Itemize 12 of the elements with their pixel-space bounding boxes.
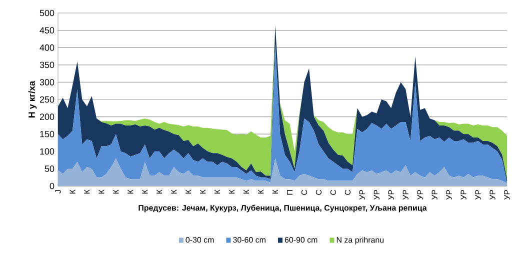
y-tick-label: 150 [40, 130, 54, 138]
y-tick-label: 450 [40, 27, 54, 34]
y-tick-label: 300 [40, 79, 54, 86]
y-tick-label: 0 [50, 182, 54, 190]
y-tick-label: 500 [40, 10, 54, 16]
y-tick-label: 400 [40, 44, 54, 51]
y-tick-label: 50 [44, 166, 54, 172]
y-axis-title: Н у кг/ха [28, 80, 37, 118]
y-tick-label: 250 [40, 96, 54, 103]
y-tick-label: 200 [40, 114, 54, 120]
y-tick-label: 350 [40, 62, 54, 68]
y-tick-label: 100 [40, 148, 54, 155]
